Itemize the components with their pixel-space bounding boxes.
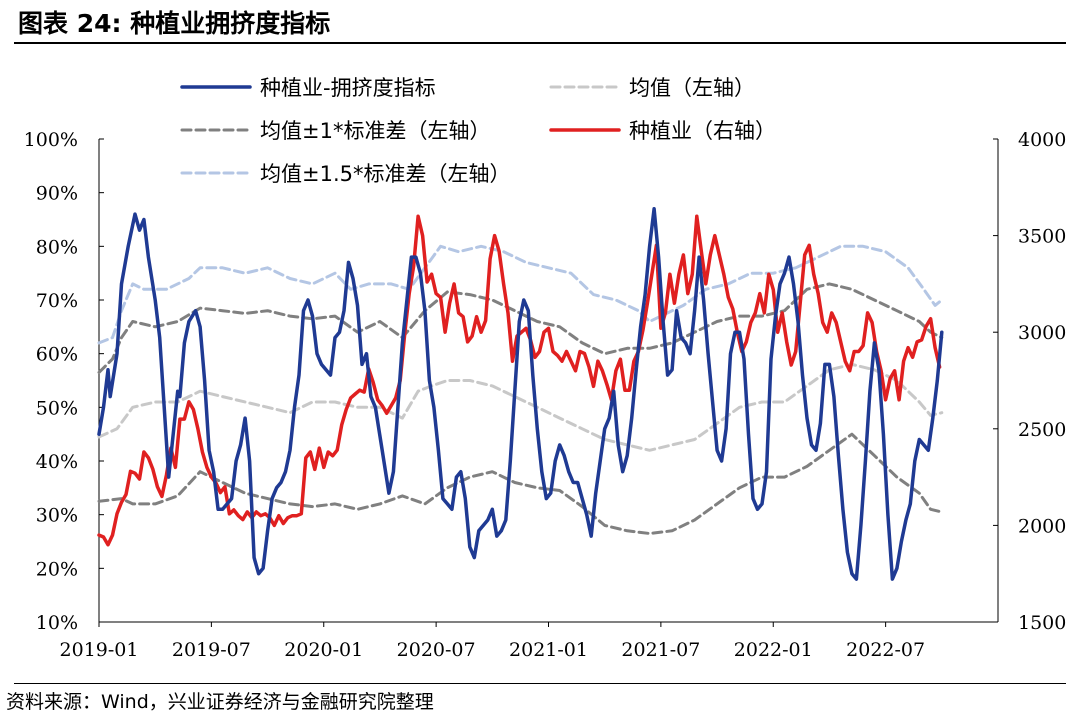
figure-title: 图表 24: 种植业拥挤度指标 <box>18 9 331 38</box>
legend-label-price: 种植业（右轴） <box>629 119 776 143</box>
x-tick-label: 2019-07 <box>172 639 251 661</box>
chart: 100% 90% 80% 70% 60% 50% 40% 30% 20% 10% 4000 3500 3… <box>24 76 1067 661</box>
bottom-rule <box>14 683 1066 684</box>
x-tick-label: 2021-01 <box>509 639 588 661</box>
legend-label-index: 种植业-拥挤度指标 <box>260 76 436 100</box>
y-right-tick-label: 3500 <box>1018 226 1066 248</box>
chart-series <box>97 207 944 581</box>
title-rule <box>14 42 1066 44</box>
y-left-tick-label: 30% <box>36 505 78 527</box>
y-left-tick-label: 10% <box>36 612 78 634</box>
x-tick-label: 2021-07 <box>621 639 700 661</box>
y-left-tick-label: 60% <box>36 344 78 366</box>
y-left-tick-label: 50% <box>36 397 78 419</box>
x-tick-label: 2020-01 <box>284 639 363 661</box>
series-index-line <box>97 207 944 581</box>
legend-label-std15: 均值±1.5*标准差（左轴） <box>260 162 511 186</box>
y-right-tick-label: 3000 <box>1018 322 1066 344</box>
y-left-tick-label: 20% <box>36 558 78 580</box>
y-left-tick-label: 80% <box>36 236 78 258</box>
x-tick-label: 2019-01 <box>60 639 139 661</box>
x-tick-label: 2020-07 <box>397 639 476 661</box>
y-left-tick-label: 40% <box>36 451 78 473</box>
x-tick-label: 2022-07 <box>846 639 925 661</box>
source-note: 资料来源：Wind，兴业证券经济与金融研究院整理 <box>6 691 434 713</box>
chart-axes: 100% 90% 80% 70% 60% 50% 40% 30% 20% 10% 4000 3500 3… <box>24 129 1067 661</box>
y-right-tick-label: 2500 <box>1018 419 1066 441</box>
chart-legend: 种植业-拥挤度指标 均值（左轴） 均值±1*标准差（左轴） 种植业（右轴） 均值±1.5… <box>180 76 776 186</box>
legend-label-std1: 均值±1*标准差（左轴） <box>260 119 490 143</box>
y-right-tick-label: 2000 <box>1018 515 1066 537</box>
y-left-tick-label: 70% <box>36 290 78 312</box>
y-left-tick-label: 100% <box>24 129 78 151</box>
series-std1-line-2 <box>97 432 944 535</box>
series-mean-line-1 <box>97 362 944 452</box>
x-tick-label: 2022-01 <box>734 639 813 661</box>
series-std1-line-1 <box>97 282 944 374</box>
legend-label-mean: 均值（左轴） <box>629 76 755 100</box>
y-right-tick-label: 1500 <box>1018 612 1066 634</box>
y-left-tick-label: 90% <box>36 183 78 205</box>
y-right-tick-label: 4000 <box>1018 129 1066 151</box>
